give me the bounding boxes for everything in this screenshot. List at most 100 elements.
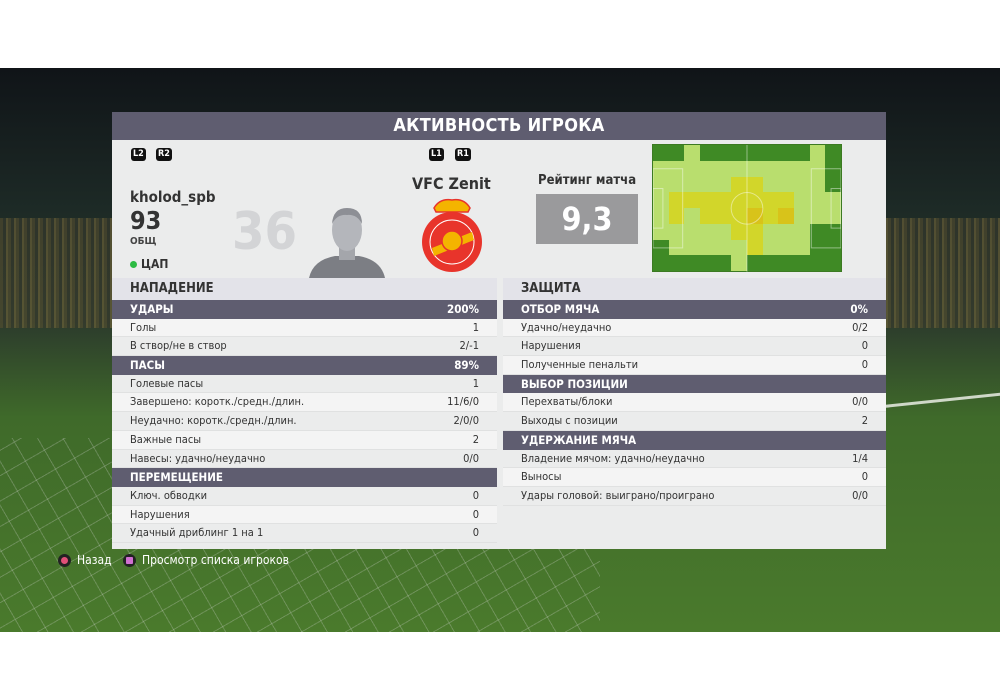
stat-label: Важные пасы [130,432,202,446]
heatmap-cell [715,223,732,240]
r2-button[interactable]: R2 [156,148,172,161]
heatmap-cell [684,145,700,161]
heatmap-cell [731,145,747,161]
heatmap-cell [668,239,685,256]
heatmap-cell [668,176,685,193]
overall-label: ОБЩ [130,236,157,247]
group-title: ПЕРЕМЕЩЕНИЕ [130,470,223,485]
l1-button[interactable]: L1 [429,148,444,161]
heatmap-cell [731,160,747,177]
defense-section: ЗАЩИТА ОТБОР МЯЧА 0% Удачно/неудачно 0/2 Нару… [503,278,886,506]
roster-button[interactable]: Просмотр списка игроков [123,553,289,567]
heatmap-cell [809,192,826,208]
heatmap-cell [809,176,826,193]
heatmap-cell [653,145,669,161]
status-dot-icon [130,261,137,268]
heatmap-cell [762,208,779,224]
heatmap-cell [794,145,810,161]
player-name: kholod_spb [130,188,216,206]
stat-group-header: ПАСЫ 89% [112,356,497,375]
stat-row: Выносы 0 [503,468,886,487]
heatmap-cell [762,223,779,240]
heatmap-cell [778,160,794,177]
stat-group-header: ВЫБОР ПОЗИЦИИ [503,374,886,394]
stat-label: Удачно/неудачно [521,320,612,334]
l2-button[interactable]: L2 [131,148,146,161]
stat-label: Нарушения [130,507,190,521]
heatmap-cell [684,223,700,240]
stat-value: 2/0/0 [453,414,479,428]
heatmap-cell [715,208,732,224]
r1-button[interactable]: R1 [455,148,471,161]
heatmap-cell [825,239,841,256]
player-silhouette-icon [309,208,385,278]
heatmap-cell [794,223,810,240]
heatmap-cell [778,145,794,161]
heatmap-cell [715,145,732,161]
heatmap-cell [762,239,779,256]
heatmap-cell [778,223,794,240]
stat-value: 0/0 [852,395,868,409]
stat-value: 0 [861,358,868,372]
heatmap-cell [700,239,716,256]
stat-value: 1 [472,320,479,334]
heatmap-cell [747,145,763,161]
heatmap-cell [809,208,826,224]
square-button-icon [123,553,136,567]
heatmap-cell [825,255,841,271]
heatmap-cell [731,192,747,208]
heatmap-cell [668,192,685,208]
stat-group-header: ПЕРЕМЕЩЕНИЕ [112,468,497,487]
heatmap-cell [731,239,747,256]
heatmap-cell [778,176,794,193]
back-button[interactable]: Назад [58,553,112,567]
stat-group-header: ОТБОР МЯЧА 0% [503,300,886,319]
heatmap-cell [762,176,779,193]
heatmap-cell [825,223,841,240]
stat-row: Удары головой: выиграно/проиграно 0/0 [503,487,886,506]
stat-label: В створ/не в створ [130,339,227,353]
pitch-line [880,390,1000,409]
heatmap-cell [778,239,794,256]
heatmap-cell [700,208,716,224]
attack-section: НАПАДЕНИЕ УДАРЫ 200% Голы 1 В створ/не в ство… [112,278,497,543]
stat-label: Выносы [521,470,562,484]
player-activity-panel: АКТИВНОСТЬ ИГРОКА L2 R2 L1 R1 36 kholod_… [112,112,886,549]
heatmap-cell [684,192,700,208]
stat-value: 2 [472,432,479,446]
stat-label: Выходы с позиции [521,414,618,428]
stat-value: 0/2 [852,320,868,334]
group-title: ОТБОР МЯЧА [521,302,600,316]
page-title: АКТИВНОСТЬ ИГРОКА [112,112,886,140]
heatmap-cell [700,223,716,240]
stat-row: Ключ. обводки 0 [112,487,497,506]
stat-row: Голевые пасы 1 [112,375,497,394]
heatmap-cell [731,223,747,240]
stat-label: Голы [130,320,157,334]
stat-value: 11/6/0 [447,395,479,409]
heatmap-cell [700,255,716,271]
group-title: УДЕРЖАНИЕ МЯЧА [521,432,637,447]
stat-value: 0 [472,488,479,502]
stat-value: 1 [472,376,479,390]
heatmap-cell [825,176,841,193]
stat-value: 0 [861,339,868,353]
heatmap-cell [809,145,826,161]
heatmap-cell [794,239,810,256]
stat-value: 2 [861,414,868,428]
stat-value: 0 [472,526,479,540]
stat-row: Владение мячом: удачно/неудачно 1/4 [503,450,886,469]
heatmap-cell [809,223,826,240]
stat-row: В створ/не в створ 2/-1 [112,337,497,357]
roster-label: Просмотр списка игроков [142,553,289,567]
heatmap-cell [715,192,732,208]
heatmap-cell [809,255,826,271]
heatmap-cell [653,239,669,256]
heatmap-cell [762,145,779,161]
heatmap-cell [684,176,700,193]
heatmap-cell [668,208,685,224]
heatmap-cell [668,160,685,177]
stat-row: Нарушения 0 [112,505,497,525]
heatmap-cell [668,145,685,161]
stat-row: Завершено: коротк./средн./длин. 11/6/0 [112,393,497,413]
